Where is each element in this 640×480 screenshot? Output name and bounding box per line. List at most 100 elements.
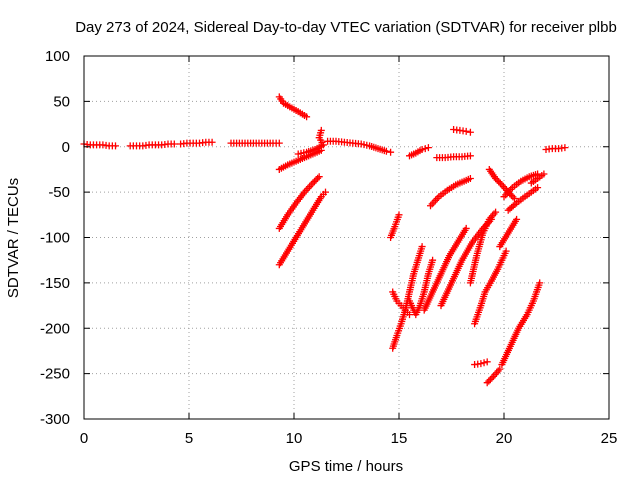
- data-point-trace: [535, 281, 543, 289]
- data-point-trace: [493, 267, 501, 275]
- data-point-trace: [453, 240, 461, 248]
- data-point-trace: [307, 181, 315, 189]
- data-point-trace: [514, 326, 522, 334]
- data-point-trace: [464, 175, 472, 183]
- data-point-trace: [392, 334, 400, 342]
- data-point-trace: [480, 359, 488, 367]
- data-point-trace: [480, 290, 488, 298]
- y-tick-label: 50: [53, 93, 70, 110]
- series-seg3: [177, 138, 216, 148]
- y-tick-label: -250: [40, 366, 70, 383]
- data-point-trace: [317, 129, 325, 137]
- x-tick-label: 5: [185, 430, 193, 447]
- data-point-trace: [528, 299, 536, 307]
- data-point-trace: [509, 202, 517, 210]
- data-point-trace: [490, 210, 498, 218]
- data-point-trace: [396, 322, 404, 330]
- data-point-trace: [148, 141, 156, 149]
- data-point-trace: [545, 145, 553, 153]
- series-seg30: [542, 144, 569, 153]
- y-tick-label: -300: [40, 411, 70, 428]
- series-seg18: [450, 126, 474, 136]
- chart-title: Day 273 of 2024, Sidereal Day-to-day VTE…: [75, 19, 617, 36]
- series-seg21: [471, 358, 491, 369]
- data-point-trace: [309, 146, 317, 154]
- series-seg12: [387, 211, 413, 319]
- data-point-trace: [476, 304, 484, 312]
- data-point-trace: [403, 308, 411, 316]
- data-point-trace: [532, 185, 539, 193]
- series-seg17: [433, 152, 474, 162]
- data-point-trace: [420, 290, 427, 298]
- data-point-trace: [409, 272, 417, 280]
- data-point-trace: [272, 139, 280, 147]
- data-point-trace: [417, 245, 425, 253]
- data-point-trace: [142, 141, 150, 149]
- data-point-trace: [108, 142, 116, 150]
- data-point-trace: [89, 141, 97, 149]
- data-point-trace: [290, 105, 298, 113]
- data-point-trace: [551, 145, 559, 153]
- data-point-trace: [515, 179, 523, 187]
- data-point-trace: [464, 152, 472, 160]
- data-point-trace: [205, 138, 213, 146]
- data-point-trace: [199, 139, 207, 147]
- data-point-trace: [186, 139, 194, 147]
- series-seg16: [427, 175, 474, 210]
- data-point-trace: [129, 142, 137, 150]
- series-seg28: [496, 215, 521, 251]
- series-seg2: [126, 140, 178, 150]
- data-point-trace: [532, 176, 539, 184]
- data-point-trace: [180, 140, 188, 148]
- data-point-trace: [290, 158, 298, 166]
- data-point-trace: [474, 360, 482, 368]
- data-point-trace: [410, 150, 418, 158]
- y-axis-title: SDTVAR / TECUs: [5, 178, 22, 298]
- data-point-trace: [486, 376, 494, 384]
- data-point-trace: [299, 190, 307, 198]
- series-seg24: [498, 279, 544, 369]
- series-seg10: [324, 137, 395, 156]
- data-point-trace: [501, 249, 509, 257]
- data-point-trace: [522, 313, 530, 321]
- y-tick-label: 0: [62, 139, 70, 156]
- data-point-trace: [380, 147, 388, 155]
- data-point-trace: [310, 177, 318, 185]
- y-tick-label: -200: [40, 320, 70, 337]
- data-point-trace: [314, 174, 322, 182]
- data-point-trace: [525, 190, 533, 198]
- series-seg7: [275, 173, 323, 232]
- x-tick-label: 20: [496, 430, 513, 447]
- series-seg9: [294, 126, 327, 158]
- grid-layer: [84, 56, 609, 419]
- data-point-trace: [493, 176, 501, 184]
- series-seg20: [466, 208, 500, 287]
- data-point-trace: [467, 240, 475, 248]
- series-seg15: [420, 224, 470, 314]
- data-point-trace: [519, 194, 527, 202]
- data-point-trace: [453, 126, 461, 134]
- data-point-trace: [167, 140, 175, 148]
- data-point-trace: [421, 145, 429, 153]
- data-point-trace: [441, 188, 449, 196]
- series-seg4: [227, 139, 283, 147]
- data-point-trace: [96, 141, 104, 149]
- y-tick-label: -100: [40, 230, 70, 247]
- data-layer: [80, 93, 569, 387]
- series-seg27: [504, 184, 542, 214]
- data-point-trace: [428, 290, 436, 298]
- series-seg22: [471, 247, 510, 328]
- data-point-trace: [496, 179, 504, 187]
- tick-layer: 0 5 10 15 20 25 100 50 0 -50 -100 -150 -200 -250 -300: [40, 48, 617, 447]
- y-tick-label: -150: [40, 275, 70, 292]
- series-seg14: [406, 144, 432, 160]
- data-point-trace: [436, 272, 444, 280]
- data-point-trace: [283, 213, 290, 221]
- data-point-trace: [458, 178, 466, 186]
- data-point-trace: [102, 141, 110, 149]
- data-point: [466, 128, 474, 136]
- y-tick-label: -50: [48, 184, 70, 201]
- data-point-trace: [284, 102, 292, 110]
- data-point-trace: [319, 190, 327, 198]
